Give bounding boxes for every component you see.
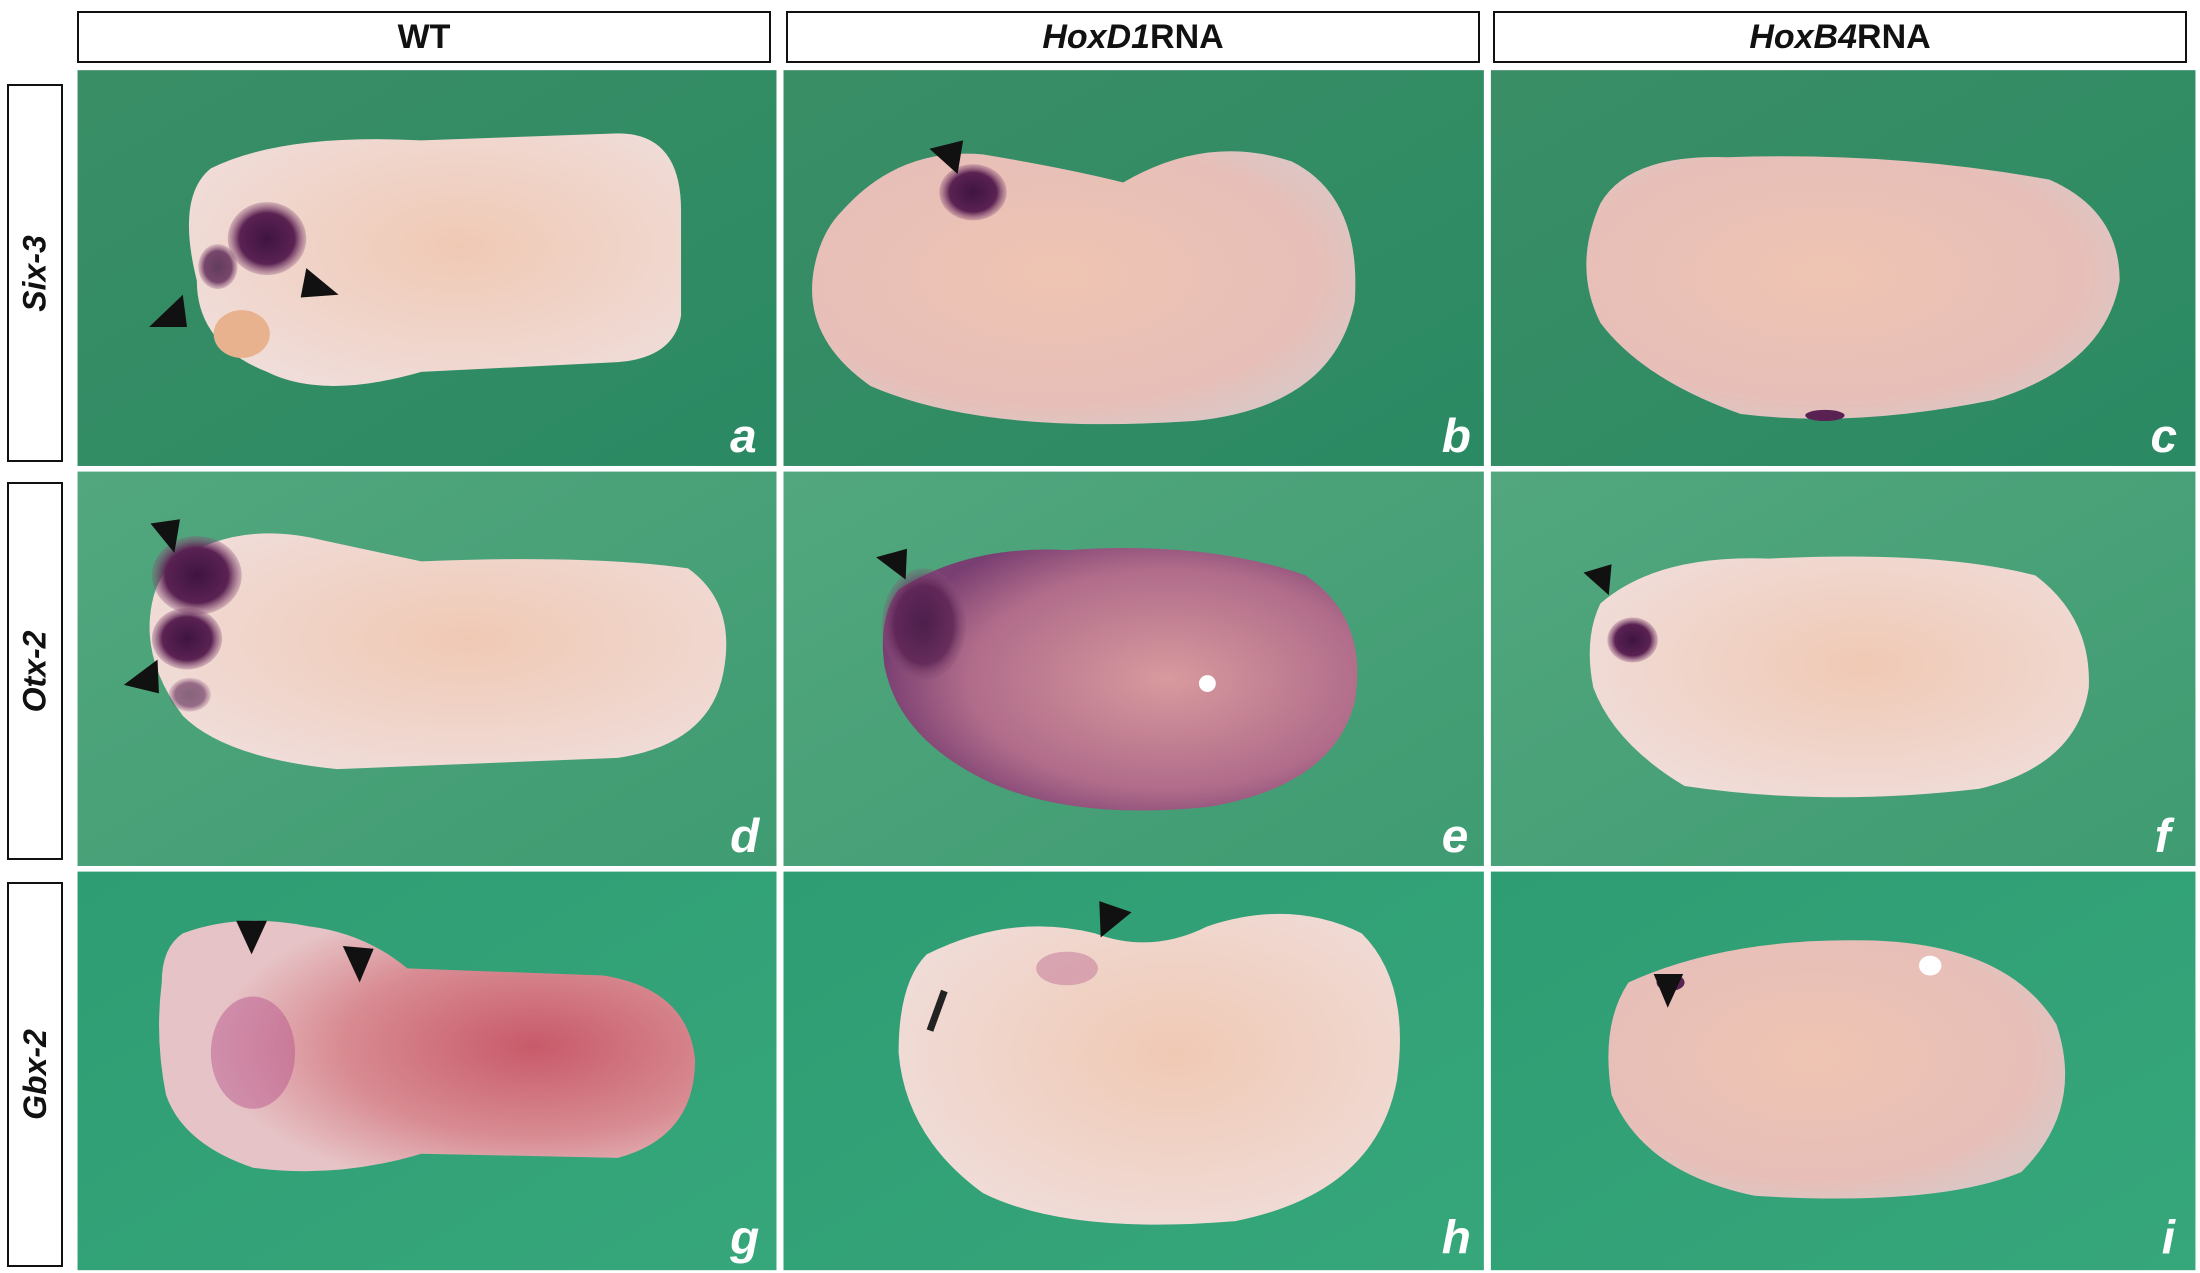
- column-suffix: WT: [397, 17, 451, 56]
- panel-letter-a: a: [730, 410, 757, 463]
- arrowhead-icon: [1099, 901, 1132, 938]
- column-suffix: RNA: [1857, 17, 1931, 56]
- row-header-gbx2: Gbx-2: [7, 882, 63, 1267]
- arrowhead-icon: [300, 268, 339, 298]
- arrowhead-icon: [1583, 564, 1612, 596]
- arrowhead-icon: [929, 140, 964, 175]
- arrowhead-icon: [236, 920, 268, 955]
- embryo-g: [159, 920, 696, 1172]
- row-header-six3: Six-3: [7, 84, 63, 462]
- panel-letter-i: i: [2162, 1211, 2177, 1264]
- embryo-h: [898, 913, 1400, 1225]
- column-header-wt: WT: [77, 11, 771, 63]
- column-gene: HoxB4: [1749, 17, 1858, 56]
- arrowhead-icon: [342, 945, 374, 983]
- column-header-hoxd1: HoxD1 RNA: [786, 11, 1480, 63]
- panel-letter-e: e: [1442, 810, 1469, 863]
- panel-letter-c: c: [2151, 410, 2178, 463]
- panel-letter-d: d: [730, 810, 760, 863]
- embryo-e: [881, 548, 1358, 811]
- embryo-f: [1589, 556, 2089, 798]
- embryo-b: [812, 151, 1356, 425]
- embryo-a: [188, 133, 682, 386]
- column-header-hoxb4: HoxB4 RNA: [1493, 11, 2187, 63]
- arrowhead-icon: [1653, 974, 1684, 1008]
- row-header-otx2: Otx-2: [7, 482, 63, 860]
- panel-letter-h: h: [1442, 1211, 1471, 1264]
- embryo-c: [1586, 156, 2120, 422]
- column-gene: HoxD1: [1042, 17, 1151, 56]
- arrowhead-icon: [149, 294, 188, 328]
- panel-letter-b: b: [1442, 410, 1471, 463]
- embryo-d: [149, 533, 727, 770]
- panel-letter-f: f: [2155, 810, 2175, 863]
- arrowheads: [123, 140, 1684, 1008]
- panel-letter-g: g: [729, 1211, 759, 1264]
- column-suffix: RNA: [1150, 17, 1224, 56]
- arrowhead-icon: [150, 519, 180, 553]
- arrowhead-icon: [876, 548, 908, 580]
- arrowhead-icon: [123, 659, 159, 694]
